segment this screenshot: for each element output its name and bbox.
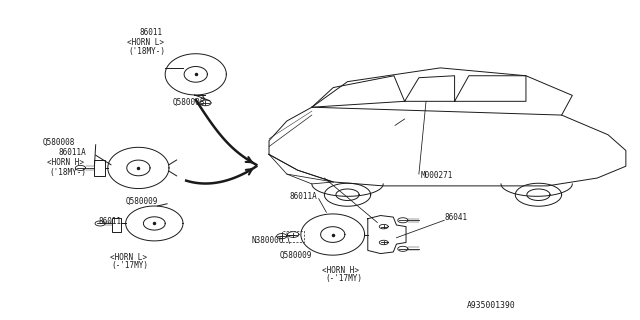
Text: N380006: N380006 bbox=[252, 236, 284, 245]
Text: 86011: 86011 bbox=[99, 217, 122, 226]
Text: (-'17MY): (-'17MY) bbox=[111, 261, 148, 270]
Text: <HORN L>: <HORN L> bbox=[109, 253, 147, 262]
Text: 86041: 86041 bbox=[444, 213, 467, 222]
Text: 86011: 86011 bbox=[140, 28, 163, 37]
Text: M000271: M000271 bbox=[420, 171, 453, 180]
Text: 86011A: 86011A bbox=[59, 148, 86, 157]
Text: Q580008: Q580008 bbox=[172, 99, 205, 108]
Text: A935001390: A935001390 bbox=[467, 300, 515, 309]
Text: Q580009: Q580009 bbox=[280, 251, 312, 260]
Text: 86011A: 86011A bbox=[289, 192, 317, 201]
Text: <HORN L>: <HORN L> bbox=[127, 38, 164, 47]
Text: <HORN H>: <HORN H> bbox=[47, 158, 84, 167]
Text: Q580009: Q580009 bbox=[125, 197, 158, 206]
Text: Q580008: Q580008 bbox=[43, 138, 75, 147]
Text: (-'17MY): (-'17MY) bbox=[325, 274, 362, 283]
Text: ('18MY-): ('18MY-) bbox=[49, 168, 86, 177]
Text: ('18MY-): ('18MY-) bbox=[129, 47, 166, 56]
Text: <HORN H>: <HORN H> bbox=[322, 266, 359, 275]
